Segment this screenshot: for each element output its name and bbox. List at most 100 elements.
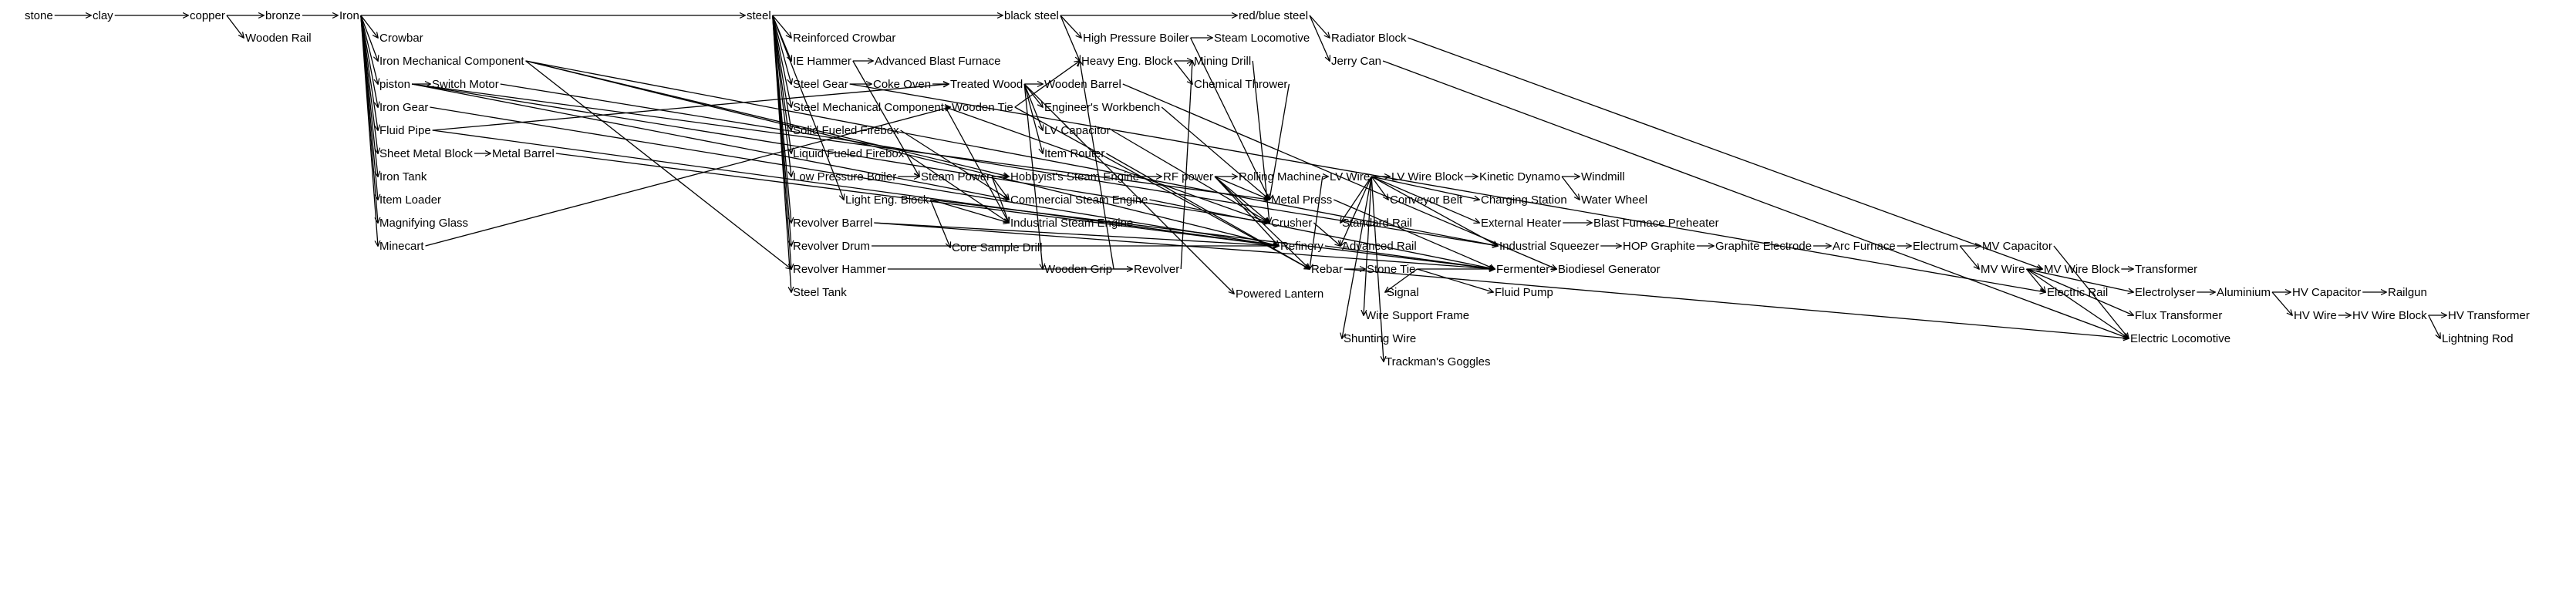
- edge-steel-to-light-eng-block: [772, 15, 844, 200]
- edge-lv-wire-to-industrial-squeezer: [1371, 176, 1498, 246]
- edge-switch-motor-to-industrial-squeezer: [500, 83, 1498, 246]
- edge-stone-tie-to-fluid-pump: [1417, 268, 1493, 292]
- node-conveyor-belt: Conveyor Belt: [1390, 193, 1463, 207]
- edge-hv-wire-block-to-lightning-rod: [2428, 314, 2440, 338]
- edge-black-steel-to-heavy-eng-block: [1060, 15, 1080, 61]
- node-layer: stone clay copper bronze Iron Wooden Rail Crow…: [25, 9, 2530, 368]
- node-iron: Iron: [339, 9, 359, 22]
- node-hv-transformer: HV Transformer: [2448, 309, 2530, 322]
- edge-jerry-can-to-electric-locomotive: [1382, 60, 2129, 338]
- edge-fluid-pipe-to-treated-wood: [432, 84, 949, 131]
- edge-light-eng-block-to-industrial-steam-engine: [930, 199, 1009, 223]
- node-lv-capacitor: LV Capacitor: [1044, 124, 1111, 137]
- node-metal-press: Metal Press: [1271, 193, 1332, 207]
- edge-wooden-tie-to-heavy-eng-block: [1014, 61, 1080, 108]
- node-chemical-thrower: Chemical Thrower: [1194, 78, 1287, 91]
- node-ie-hammer: IE Hammer: [793, 55, 851, 68]
- node-blast-furnace-preheater: Blast Furnace Preheater: [1593, 217, 1719, 230]
- edge-aluminium-to-hv-wire: [2271, 291, 2292, 315]
- edge-iron-to-iron-gear: [360, 15, 378, 107]
- node-lightning-rod: Lightning Rod: [2442, 332, 2514, 345]
- edge-iron-mech-to-revolver-hammer: [525, 60, 791, 269]
- node-sheet-metal-block: Sheet Metal Block: [379, 147, 473, 160]
- node-lv-wire: LV Wire: [1330, 170, 1370, 183]
- node-external-heater: External Heater: [1481, 217, 1561, 230]
- node-fermenter: Fermenter: [1496, 263, 1549, 276]
- edge-wooden-barrel-to-biodiesel-generator: [1122, 83, 1556, 269]
- edge-minecart-to-wooden-tie: [425, 107, 950, 247]
- edge-wooden-grip-to-heavy-eng-block: [1080, 61, 1114, 270]
- edge-lv-wire-to-advanced-rail: [1340, 176, 1372, 246]
- node-signal: Signal: [1387, 286, 1419, 299]
- node-lv-wire-block: LV Wire Block: [1391, 170, 1464, 183]
- edge-fluid-pipe-to-refinery: [432, 130, 1279, 246]
- edge-mv-wire-to-flux-transformer: [2026, 268, 2134, 315]
- node-transformer: Transformer: [2135, 263, 2197, 276]
- edge-steel-to-reinforced-crowbar: [772, 15, 791, 38]
- node-minecart: Minecart: [379, 240, 424, 253]
- edge-solid-firebox-to-commercial-steam-engine: [900, 130, 1009, 200]
- node-stone: stone: [25, 9, 53, 22]
- node-steel-tank: Steel Tank: [793, 286, 847, 299]
- edge-steel-to-steel-gear: [772, 15, 791, 84]
- node-item-loader: Item Loader: [379, 193, 441, 207]
- edge-crusher-to-advanced-rail: [1313, 222, 1340, 246]
- node-metal-barrel: Metal Barrel: [492, 147, 555, 160]
- node-piston: piston: [379, 78, 410, 91]
- edge-iron-to-crowbar: [360, 15, 378, 38]
- edge-lv-wire-to-standard-rail: [1340, 176, 1372, 223]
- edge-steel-mech-to-industrial-steam-engine: [945, 106, 1009, 223]
- node-clay: clay: [93, 9, 113, 22]
- node-iron-gear: Iron Gear: [379, 101, 428, 114]
- node-hop-graphite: HOP Graphite: [1623, 240, 1695, 253]
- node-revolver-drum: Revolver Drum: [793, 240, 870, 253]
- edge-electrum-to-mv-wire: [1959, 245, 1979, 269]
- node-crowbar: Crowbar: [379, 32, 423, 45]
- node-hv-wire: HV Wire: [2294, 309, 2337, 322]
- node-electric-rail: Electric Rail: [2047, 286, 2108, 299]
- node-steam-power: Steam Power: [921, 170, 990, 183]
- edge-steel-to-steel-mech: [772, 15, 791, 107]
- edge-mv-wire-to-electrolyser: [2026, 268, 2134, 292]
- edge-treated-wood-to-engineers-workbench: [1023, 83, 1043, 107]
- node-steel-gear: Steel Gear: [793, 78, 848, 91]
- edge-iron-to-piston: [360, 15, 378, 84]
- node-revolver-barrel: Revolver Barrel: [793, 217, 872, 230]
- edge-revolver-barrel-to-fermenter: [874, 222, 1495, 269]
- node-low-pressure-boiler: Low Pressure Boiler: [793, 170, 896, 183]
- node-jerry-can: Jerry Can: [1331, 55, 1381, 68]
- node-magnifying-glass: Magnifying Glass: [379, 217, 468, 230]
- node-windmill: Windmill: [1581, 170, 1625, 183]
- edge-steel-gear-to-electric-rail: [849, 83, 2045, 292]
- edge-chemical-thrower-to-metal-press: [1269, 83, 1290, 200]
- edge-treated-wood-to-item-router: [1023, 83, 1043, 153]
- edge-liquid-firebox-to-industrial-steam-engine: [905, 153, 1009, 223]
- edge-engineers-workbench-to-metal-press: [1161, 106, 1269, 200]
- edge-mv-capacitor-to-electric-locomotive: [2053, 245, 2129, 338]
- edge-treated-wood-to-lv-capacitor: [1023, 83, 1043, 130]
- node-crusher: Crusher: [1271, 217, 1312, 230]
- edge-commercial-steam-engine-to-fermenter: [1149, 199, 1495, 269]
- node-advanced-rail: Advanced Rail: [1342, 240, 1417, 253]
- node-industrial-steam-engine: Industrial Steam Engine: [1010, 217, 1133, 230]
- edge-radiator-block-to-mv-wire-block: [1408, 37, 2042, 269]
- node-graphite-electrode: Graphite Electrode: [1715, 240, 1812, 253]
- edge-piston-to-crusher: [411, 83, 1269, 223]
- edge-lv-capacitor-to-crusher: [1111, 130, 1269, 223]
- node-red-blue-steel: red/blue steel: [1239, 9, 1308, 22]
- edge-iron-mech-to-refinery: [525, 60, 1279, 246]
- edge-high-pressure-boiler-to-metal-press: [1189, 37, 1269, 200]
- node-stone-tie: Stone Tie: [1367, 263, 1415, 276]
- node-fluid-pump: Fluid Pump: [1495, 286, 1553, 299]
- node-steel-mech: Steel Mechanical Component: [793, 101, 945, 114]
- edge-iron-mech-to-industrial-squeezer: [525, 60, 1498, 246]
- node-water-wheel: Water Wheel: [1581, 193, 1647, 207]
- node-mv-wire-block: MV Wire Block: [2044, 263, 2120, 276]
- node-wire-support-frame: Wire Support Frame: [1365, 309, 1469, 322]
- edge-rf-power-to-metal-press: [1214, 176, 1269, 200]
- node-wooden-grip: Wooden Grip: [1044, 263, 1112, 276]
- node-mv-capacitor: MV Capacitor: [1982, 240, 2052, 253]
- node-shunting-wire: Shunting Wire: [1344, 332, 1416, 345]
- node-biodiesel-generator: Biodiesel Generator: [1558, 263, 1661, 276]
